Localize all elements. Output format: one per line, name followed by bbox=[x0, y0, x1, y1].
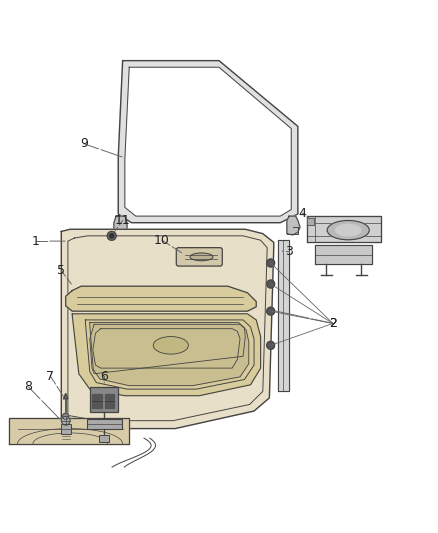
FancyBboxPatch shape bbox=[176, 248, 223, 266]
Ellipse shape bbox=[336, 224, 361, 236]
Text: 4: 4 bbox=[298, 207, 306, 220]
Text: 3: 3 bbox=[285, 245, 293, 257]
Text: 11: 11 bbox=[115, 214, 131, 227]
Circle shape bbox=[267, 307, 275, 315]
Polygon shape bbox=[278, 240, 289, 391]
Circle shape bbox=[267, 259, 275, 267]
Polygon shape bbox=[66, 286, 256, 311]
Circle shape bbox=[267, 342, 275, 349]
Ellipse shape bbox=[327, 221, 369, 240]
Ellipse shape bbox=[153, 336, 188, 354]
Polygon shape bbox=[61, 229, 274, 429]
Circle shape bbox=[61, 416, 70, 425]
Bar bbox=[92, 393, 102, 408]
Polygon shape bbox=[307, 216, 381, 243]
Circle shape bbox=[110, 233, 114, 238]
Text: 7: 7 bbox=[46, 369, 54, 383]
Text: 1: 1 bbox=[32, 235, 40, 248]
Polygon shape bbox=[114, 216, 127, 235]
Bar bbox=[105, 393, 114, 408]
Polygon shape bbox=[287, 216, 300, 235]
Circle shape bbox=[107, 231, 116, 240]
Ellipse shape bbox=[190, 253, 213, 261]
Text: 2: 2 bbox=[329, 317, 337, 330]
Bar bbox=[87, 419, 122, 429]
Polygon shape bbox=[64, 393, 68, 399]
Circle shape bbox=[63, 413, 69, 419]
Bar bbox=[307, 219, 314, 225]
Text: 6: 6 bbox=[100, 369, 108, 383]
Bar bbox=[99, 435, 109, 442]
Bar bbox=[90, 386, 118, 412]
Text: 10: 10 bbox=[154, 233, 170, 247]
Text: 8: 8 bbox=[25, 381, 32, 393]
Polygon shape bbox=[118, 61, 298, 223]
Text: 9: 9 bbox=[80, 138, 88, 150]
Text: 2: 2 bbox=[329, 317, 337, 330]
Polygon shape bbox=[315, 246, 372, 264]
Circle shape bbox=[267, 280, 275, 288]
Polygon shape bbox=[9, 418, 129, 444]
Text: 5: 5 bbox=[57, 264, 65, 277]
Polygon shape bbox=[72, 314, 261, 395]
Bar bbox=[61, 424, 71, 434]
Polygon shape bbox=[90, 322, 249, 386]
